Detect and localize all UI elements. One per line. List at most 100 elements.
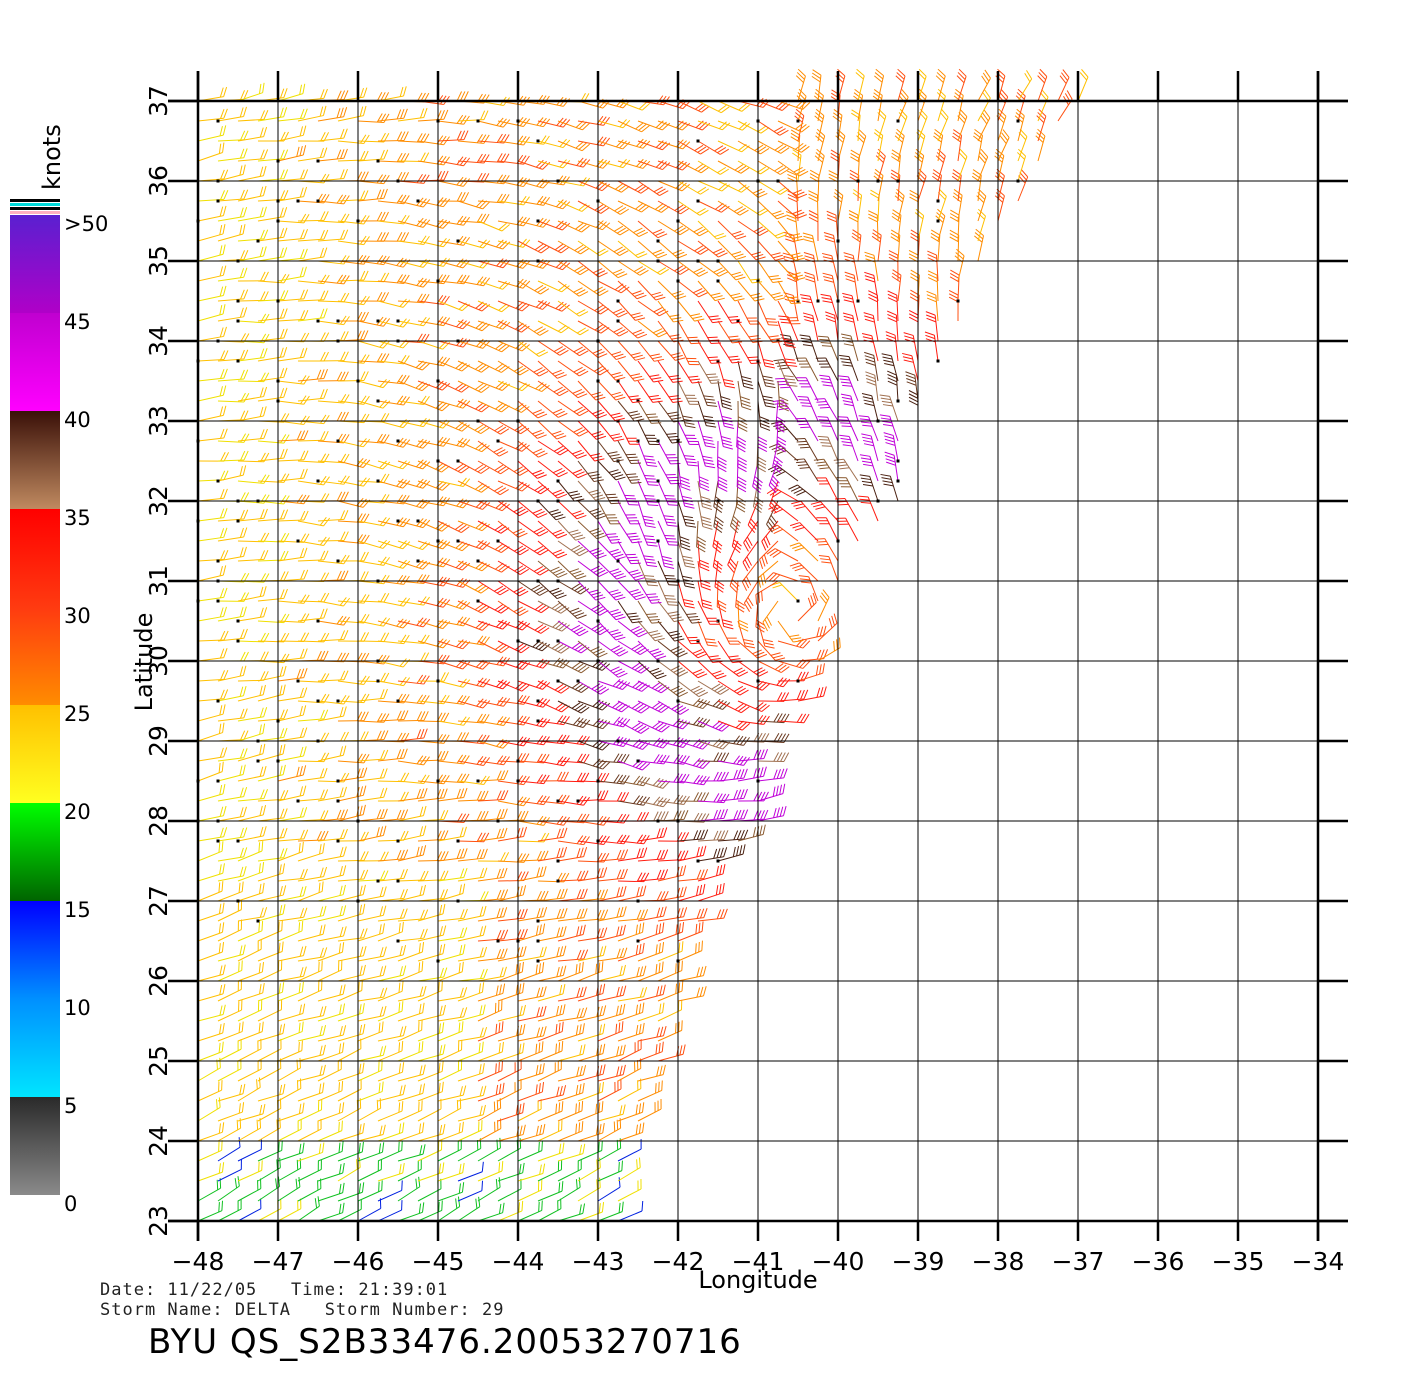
wind-barb xyxy=(537,846,568,862)
wind-barb xyxy=(756,179,790,195)
wind-barb xyxy=(397,942,425,962)
wind-barb xyxy=(377,710,409,722)
wind-barb xyxy=(637,560,658,587)
colorbar-tick-label: >50 xyxy=(64,212,108,236)
wind-barb xyxy=(637,984,666,1002)
wind-barb xyxy=(557,961,584,982)
wind-barb xyxy=(337,1182,365,1202)
wind-barb xyxy=(557,1007,588,1022)
wind-barb xyxy=(557,1177,581,1202)
wind-barb xyxy=(677,908,708,922)
wind-barb xyxy=(735,580,745,613)
wind-barb xyxy=(236,508,268,523)
wind-barb xyxy=(457,982,485,1002)
wind-barb xyxy=(477,1118,502,1142)
wind-barb xyxy=(908,390,919,422)
longitude-tick-label: −38 xyxy=(972,1247,1025,1276)
wind-barb xyxy=(637,1025,667,1042)
wind-barb xyxy=(616,379,643,404)
wind-barb xyxy=(357,188,388,202)
wind-barb xyxy=(357,749,389,762)
wind-barb xyxy=(197,902,225,922)
wind-barb xyxy=(197,647,228,662)
wind-barb xyxy=(766,548,799,562)
wind-barb xyxy=(356,211,389,223)
wind-barb xyxy=(337,497,371,508)
wind-barb xyxy=(237,474,270,484)
wind-barb xyxy=(317,942,345,962)
wind-barb xyxy=(417,788,448,802)
wind-barb xyxy=(277,841,304,862)
wind-barb xyxy=(636,399,662,424)
wind-barb xyxy=(537,117,571,128)
wind-barb xyxy=(237,1077,261,1102)
wind-barb xyxy=(297,1142,325,1162)
wind-barb xyxy=(217,881,244,902)
wind-barb xyxy=(197,224,226,242)
wind-barb xyxy=(217,606,247,622)
wind-barb xyxy=(617,260,649,276)
wind-barb xyxy=(277,494,310,505)
wind-barb xyxy=(977,69,991,102)
wind-barb xyxy=(277,510,309,522)
wind-barb xyxy=(697,808,728,822)
wind-barb xyxy=(437,1182,465,1202)
wind-barb xyxy=(357,292,390,302)
wind-barb xyxy=(517,600,550,614)
wind-barb xyxy=(377,131,409,142)
wind-barb xyxy=(237,961,265,982)
wind-barb xyxy=(949,229,960,262)
wind-barb xyxy=(297,351,329,362)
wind-barb xyxy=(217,979,242,1002)
wind-barb xyxy=(437,300,470,312)
wind-barb xyxy=(557,520,586,541)
wind-barb xyxy=(557,986,587,1002)
wind-barb xyxy=(477,580,509,596)
latitude-tick-label: 23 xyxy=(144,1205,173,1237)
wind-barb xyxy=(597,1177,621,1202)
wind-barb xyxy=(417,851,449,862)
wind-barb xyxy=(337,903,366,922)
wind-barb xyxy=(357,353,390,363)
wind-barb xyxy=(397,845,427,862)
wind-barb xyxy=(197,285,227,302)
wind-barb xyxy=(237,1178,262,1202)
wind-barb xyxy=(737,715,770,725)
wind-barb xyxy=(477,1041,504,1062)
longitude-tick-label: −43 xyxy=(572,1247,625,1276)
wind-barb xyxy=(657,700,690,715)
wind-barb xyxy=(657,907,688,922)
wind-barb xyxy=(216,685,247,703)
wind-barb xyxy=(697,380,718,407)
wind-barb xyxy=(417,1004,446,1022)
wind-barb xyxy=(317,828,348,842)
wind-barb xyxy=(237,386,268,402)
wind-barb xyxy=(577,500,607,520)
wind-barb xyxy=(729,500,741,534)
wind-barb xyxy=(677,240,710,255)
wind-barb xyxy=(795,417,819,442)
wind-barb xyxy=(197,827,228,842)
wind-barb xyxy=(517,1099,542,1122)
wind-barb xyxy=(868,210,879,242)
wind-barb xyxy=(537,320,570,334)
wind-barb xyxy=(557,1143,586,1162)
wind-barb xyxy=(497,500,529,517)
wind-barb xyxy=(697,620,718,647)
wind-barb xyxy=(477,966,507,982)
longitude-tick-label: −40 xyxy=(812,1247,865,1276)
wind-barb xyxy=(657,200,690,215)
wind-barb xyxy=(881,353,899,382)
wind-barb xyxy=(737,180,768,198)
wind-barb xyxy=(717,300,742,324)
wind-barb xyxy=(557,1023,585,1042)
wind-barb xyxy=(677,774,710,786)
wind-barb xyxy=(257,207,288,222)
wind-barb xyxy=(216,164,246,183)
wind-barb xyxy=(377,460,411,470)
wind-barb xyxy=(397,652,430,662)
colorbar-tick-label: 45 xyxy=(64,310,91,334)
wind-barb xyxy=(277,1119,302,1142)
wind-barb xyxy=(777,140,810,153)
wind-barb xyxy=(616,559,646,581)
